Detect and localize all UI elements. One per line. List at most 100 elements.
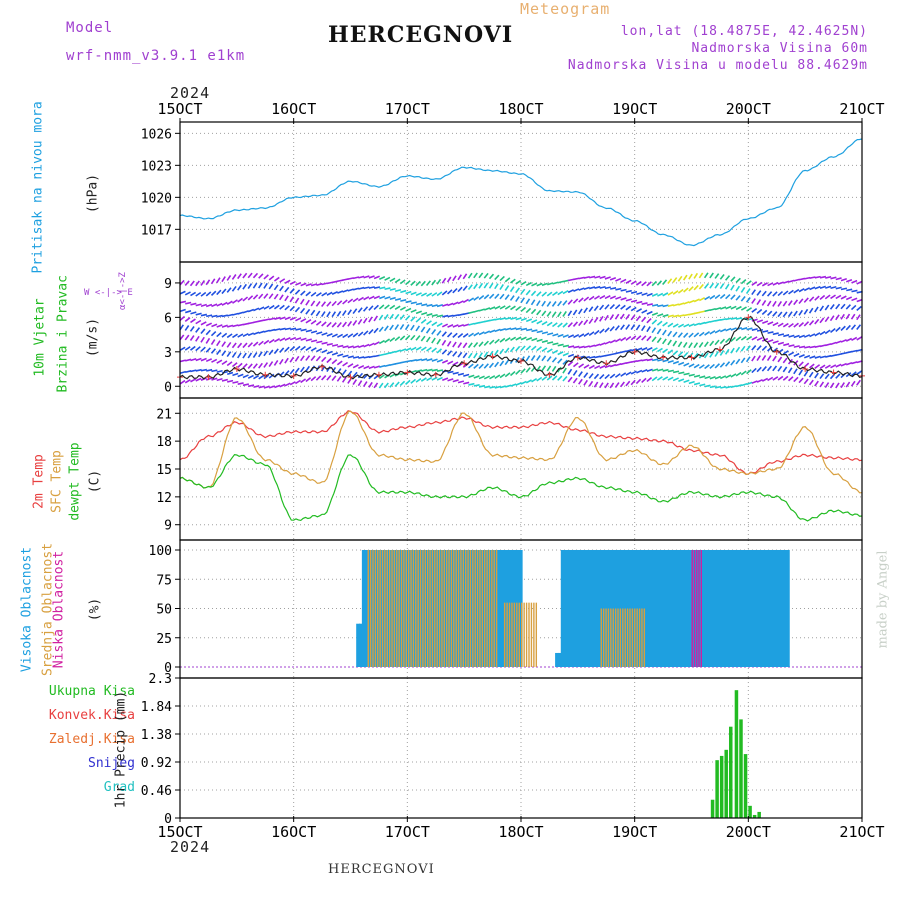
cloud-bar <box>683 550 688 667</box>
wind-barb <box>557 358 563 364</box>
wind-barb <box>830 294 836 300</box>
cloud-bar <box>406 550 411 667</box>
wind-barb <box>767 346 773 352</box>
wind-barb <box>766 365 772 372</box>
wind-barb <box>693 284 699 291</box>
cloud-bar <box>364 550 369 667</box>
cloud-bar <box>486 550 488 667</box>
wind-barb <box>389 382 395 388</box>
wind-barb <box>494 349 499 356</box>
wind-barb <box>462 298 469 304</box>
wind-barb <box>216 324 223 328</box>
wind-barb <box>840 295 847 300</box>
wind-barb <box>851 349 858 353</box>
wind-barb <box>724 275 731 281</box>
wind-barb <box>704 320 711 324</box>
wind-barb <box>263 350 269 357</box>
wind-barb <box>179 300 187 304</box>
wind-barb <box>499 337 506 343</box>
wind-barb <box>667 359 674 364</box>
wind-barb <box>205 358 213 363</box>
cloud-bar <box>714 550 719 667</box>
wind-barb <box>357 331 364 337</box>
wind-barb <box>200 321 207 326</box>
wind-barb <box>547 332 554 336</box>
wind-barb <box>210 339 216 346</box>
wind-barb <box>583 319 589 326</box>
wind-barb <box>814 285 821 290</box>
wind-barb <box>227 379 234 383</box>
wind-barb <box>777 281 784 285</box>
wind-barb <box>405 347 412 352</box>
cloud-bar <box>516 602 518 667</box>
wind-barb <box>667 376 674 381</box>
wind-barb <box>284 382 291 387</box>
precip-bar <box>724 749 728 818</box>
wind-barb <box>310 330 318 334</box>
wind-barb <box>803 370 809 377</box>
wind-barb <box>352 355 360 359</box>
wind-gust-marker <box>830 369 837 376</box>
wind-barb <box>772 300 777 307</box>
wind-barb <box>819 305 825 312</box>
wind-barb <box>656 347 663 353</box>
wind-barb <box>483 294 490 300</box>
wind-barb <box>447 323 454 328</box>
wind-barb <box>824 316 830 323</box>
wind-barb <box>473 375 480 379</box>
cloud-bar <box>584 550 589 667</box>
wind-barb <box>494 317 501 321</box>
wind-barb <box>258 374 265 380</box>
wind-barb <box>703 272 709 279</box>
wind-barb <box>415 310 422 315</box>
wind-barb <box>226 300 233 305</box>
wind-barb <box>552 281 559 285</box>
wind-barb <box>206 368 213 372</box>
wind-barb <box>363 330 369 336</box>
wind-barb <box>221 324 228 328</box>
wind-barb <box>594 295 600 300</box>
wind-barb <box>420 377 427 382</box>
wind-barb <box>415 358 423 362</box>
wind-barb <box>357 296 364 302</box>
wind-barb <box>378 304 385 310</box>
wind-barb <box>294 345 301 351</box>
wind-barb <box>661 329 667 336</box>
wind-barb <box>468 310 475 314</box>
legend-frz-rain: Zaledj.Kisa <box>48 732 135 747</box>
wind-barb <box>404 315 411 321</box>
wind-barb <box>362 317 368 324</box>
cloud-bar <box>454 550 459 667</box>
wind-barb <box>331 322 337 328</box>
cloud-bar <box>450 550 453 667</box>
wind-barb <box>746 307 753 312</box>
wind-gust-marker <box>660 354 667 361</box>
wind-barb <box>845 296 853 301</box>
wind-barb <box>400 348 407 352</box>
y-tick-label: 15 <box>156 463 172 478</box>
cloud-bar <box>781 550 786 667</box>
wind-barb <box>242 352 247 359</box>
wind-barb <box>258 282 263 289</box>
wind-barb <box>368 381 373 388</box>
wind-barb <box>588 380 594 387</box>
wind-barb <box>840 287 848 291</box>
wind-barb <box>699 375 706 379</box>
wind-barb <box>221 288 227 295</box>
wind-barb <box>247 352 253 359</box>
wind-barb <box>740 295 746 302</box>
wind-barb <box>347 377 352 384</box>
wind-barb <box>604 327 610 333</box>
cloud-bar <box>476 550 479 667</box>
legend-conv-rain: Konvek.Kisa <box>48 708 135 723</box>
wind-barb <box>384 364 391 367</box>
wind-barb <box>552 333 559 337</box>
wind-barb <box>709 330 716 335</box>
wind-barb <box>342 278 349 281</box>
wind-barb <box>756 328 764 332</box>
wind-barb <box>468 332 474 338</box>
wind-barb <box>825 275 832 279</box>
cloud-bar <box>650 550 655 667</box>
wind-barb <box>441 339 447 346</box>
wind-barb <box>510 383 517 387</box>
